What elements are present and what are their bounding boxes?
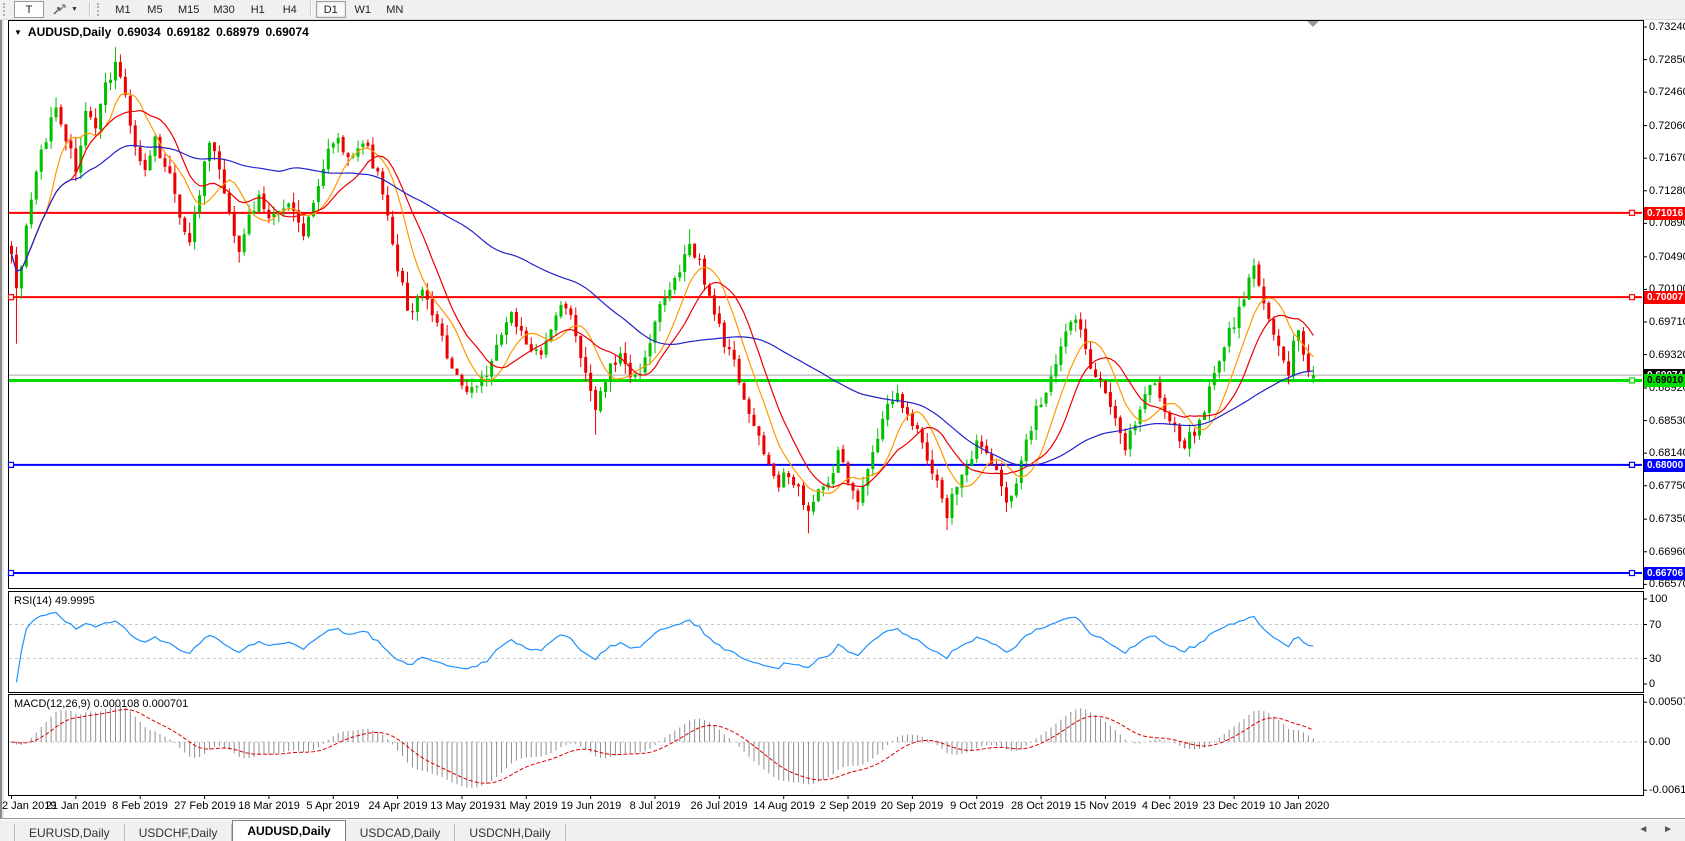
date-axis-tick: 4 Dec 2019 (1141, 800, 1199, 812)
price-axis-tick: 0.67350 (1649, 513, 1685, 526)
chart-tab-eurusd[interactable]: EURUSD,Daily (14, 824, 125, 841)
chart-tab-usdchf[interactable]: USDCHF,Daily (124, 824, 233, 841)
tab-scroll-right-icon[interactable]: ► (1663, 824, 1679, 835)
price-axis-tick: 0.68140 (1649, 447, 1685, 460)
toolbar-grip[interactable] (96, 3, 104, 16)
price-axis-tick: 0.71670 (1649, 152, 1685, 165)
chart-tabs: EURUSD,Daily USDCHF,Daily AUDUSD,Daily USDC… (0, 820, 566, 841)
chart-tab-audusd[interactable]: AUDUSD,Daily (232, 820, 346, 841)
date-axis-tick: 8 Feb 2019 (112, 800, 168, 812)
chart-title: ▼ AUDUSD,Daily 0.69034 0.69182 0.68979 0… (14, 25, 309, 39)
date-axis-tick: 23 Dec 2019 (1202, 800, 1266, 812)
macd-axis-tick: -0.006148 (1649, 784, 1685, 797)
tab-scroll-left-icon[interactable]: ◄ (1638, 824, 1655, 835)
price-axis-tick: 0.69710 (1649, 315, 1685, 328)
price-axis-tick: 0.70890 (1649, 217, 1685, 230)
date-axis-tick: 9 Oct 2019 (950, 800, 1004, 812)
date-axis-tick: 26 Jul 2019 (690, 800, 748, 812)
date-axis-tick: 24 Apr 2019 (368, 800, 428, 812)
date-axis-tick: 18 Mar 2019 (238, 800, 300, 812)
chevron-down-icon: ▼ (71, 6, 78, 13)
date-axis-tick: 5 Apr 2019 (306, 800, 360, 812)
rsi-label: RSI(14) 49.9995 (14, 595, 95, 607)
rsi-axis-tick: 70 (1649, 618, 1662, 631)
date-axis-tick: 21 Jan 2019 (45, 800, 107, 812)
timeframe-buttons: M1 M5 M15 M30 H1 H4 D1 W1 MN (107, 1, 411, 18)
rsi-indicator-panel[interactable] (8, 591, 1644, 693)
timeframe-button-h4[interactable]: H4 (282, 3, 297, 16)
price-tag: 0.69010 (1644, 374, 1685, 387)
date-axis-tick: 20 Sep 2019 (880, 800, 944, 812)
price-chart-panel[interactable] (8, 20, 1644, 589)
timeframe-button-mn[interactable]: MN (386, 3, 404, 16)
timeframe-toolbar: T ▼ M1 M5 M15 M30 H1 H4 D1 W1 MN (0, 0, 1685, 20)
price-axis-tick: 0.71280 (1649, 184, 1685, 197)
date-axis-tick: 2 Sep 2019 (819, 800, 877, 812)
symbol-period-label: AUDUSD,Daily (27, 25, 112, 39)
timeframe-button-m30[interactable]: M30 (213, 3, 235, 16)
timeframe-button-m5[interactable]: M5 (147, 3, 163, 16)
price-tag: 0.68000 (1644, 459, 1685, 472)
ohlc-high: 0.69182 (166, 25, 211, 39)
price-tag: 0.66706 (1644, 567, 1685, 580)
price-axis-tick: 0.66570 (1649, 578, 1685, 591)
price-axis-tick: 0.69320 (1649, 348, 1685, 361)
toolbar-grip[interactable] (3, 3, 10, 16)
price-axis-tick: 0.72850 (1649, 53, 1685, 66)
date-axis-tick: 8 Jul 2019 (629, 800, 681, 812)
date-axis-tick: 13 May 2019 (430, 800, 494, 812)
date-axis-tick: 2 Jan 2019 (2, 800, 57, 812)
chart-tab-bar: EURUSD,Daily USDCHF,Daily AUDUSD,Daily USDC… (0, 818, 1685, 841)
macd-axis-tick: 0.005076 (1649, 696, 1685, 709)
price-tag: 0.71016 (1644, 207, 1685, 220)
price-axis-tick: 0.70490 (1649, 250, 1685, 263)
date-axis-tick: 28 Oct 2019 (1011, 800, 1071, 812)
price-axis-tick: 0.67750 (1649, 479, 1685, 492)
price-axis-tick: 0.66960 (1649, 545, 1685, 558)
macd-indicator-panel[interactable] (8, 694, 1644, 796)
chart-tab-usdcad[interactable]: USDCAD,Daily (345, 824, 456, 841)
timeframe-button-w1[interactable]: W1 (354, 3, 372, 16)
cursor-tools-button[interactable]: ▼ (46, 1, 84, 18)
timeframe-button-m1[interactable]: M1 (115, 3, 131, 16)
ohlc-low: 0.68979 (216, 25, 260, 39)
text-tool-button[interactable]: T (14, 1, 44, 18)
price-axis-tick: 0.72060 (1649, 119, 1685, 132)
date-axis-tick: 27 Feb 2019 (174, 800, 236, 812)
rsi-axis-tick: 100 (1649, 593, 1668, 605)
macd-axis-tick: 0.00 (1649, 736, 1671, 748)
toolbar-separator (309, 1, 311, 16)
cursor-arrows-icon (53, 4, 66, 15)
price-axis-tick: 0.72460 (1649, 86, 1685, 99)
timeframe-button-m15[interactable]: M15 (177, 3, 200, 16)
rsi-axis-tick: 0 (1649, 678, 1656, 690)
timeframe-button-d1[interactable]: D1 (315, 1, 346, 18)
chart-tab-usdcnh[interactable]: USDCNH,Daily (455, 824, 566, 841)
date-axis-tick: 14 Aug 2019 (753, 800, 815, 812)
date-axis-tick: 31 May 2019 (494, 800, 558, 812)
rsi-axis-tick: 30 (1649, 652, 1662, 665)
date-axis-tick: 10 Jan 2020 (1268, 800, 1330, 812)
symbol-dropdown-icon[interactable]: ▼ (14, 27, 22, 37)
price-tag: 0.70007 (1644, 291, 1685, 304)
price-axis-tick: 0.73240 (1649, 21, 1685, 33)
timeframe-button-h1[interactable]: H1 (250, 3, 265, 16)
macd-label: MACD(12,26,9) 0.000108 0.000701 (14, 698, 189, 710)
toolbar-separator (88, 2, 90, 17)
date-axis-tick: 15 Nov 2019 (1073, 800, 1137, 812)
ohlc-open: 0.69034 (117, 25, 161, 39)
ohlc-close: 0.69074 (265, 25, 309, 39)
price-axis-tick: 0.68530 (1649, 414, 1685, 427)
date-axis-tick: 19 Jun 2019 (560, 800, 622, 812)
window-left-edge[interactable] (0, 20, 10, 818)
